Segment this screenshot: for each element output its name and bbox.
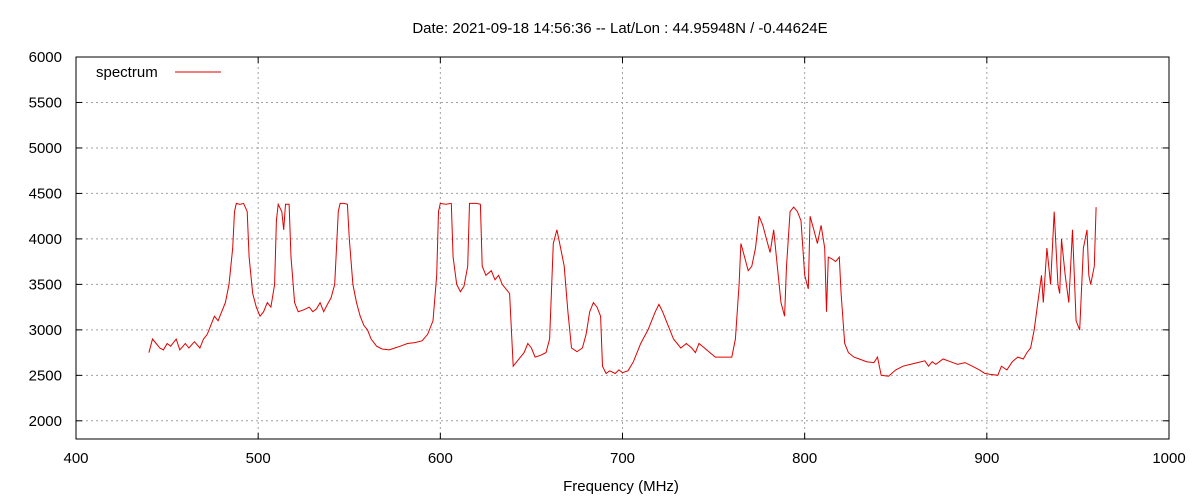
x-tick-label: 400 [63, 450, 88, 467]
legend: spectrum [96, 64, 221, 81]
legend-label-spectrum: spectrum [96, 64, 158, 81]
y-tick-label: 5000 [29, 140, 62, 157]
x-tick-label: 600 [428, 450, 453, 467]
y-tick-label: 2000 [29, 413, 62, 430]
y-tick-label: 2500 [29, 367, 62, 384]
y-tick-label: 3500 [29, 276, 62, 293]
x-tick-label: 1000 [1152, 450, 1185, 467]
y-tick-label: 3000 [29, 322, 62, 339]
x-tick-label: 800 [792, 450, 817, 467]
x-tick-label: 900 [974, 450, 999, 467]
y-axis: 2000 2500 3000 3500 4000 4500 5000 5500 6000 [29, 49, 1169, 430]
grid [76, 57, 1169, 439]
y-tick-label: 4000 [29, 231, 62, 248]
x-tick-label: 700 [610, 450, 635, 467]
x-tick-label: 500 [246, 450, 271, 467]
x-axis: 400 500 600 700 800 900 1000 [63, 57, 1186, 467]
plot-frame [75, 56, 1170, 440]
chart-title: Date: 2021-09-18 14:56:36 -- Lat/Lon : 4… [412, 20, 827, 37]
y-tick-label: 6000 [29, 49, 62, 66]
x-axis-label: Frequency (MHz) [563, 478, 679, 495]
series-line-spectrum [148, 202, 1097, 377]
y-tick-label: 5500 [29, 94, 62, 111]
y-tick-label: 4500 [29, 185, 62, 202]
